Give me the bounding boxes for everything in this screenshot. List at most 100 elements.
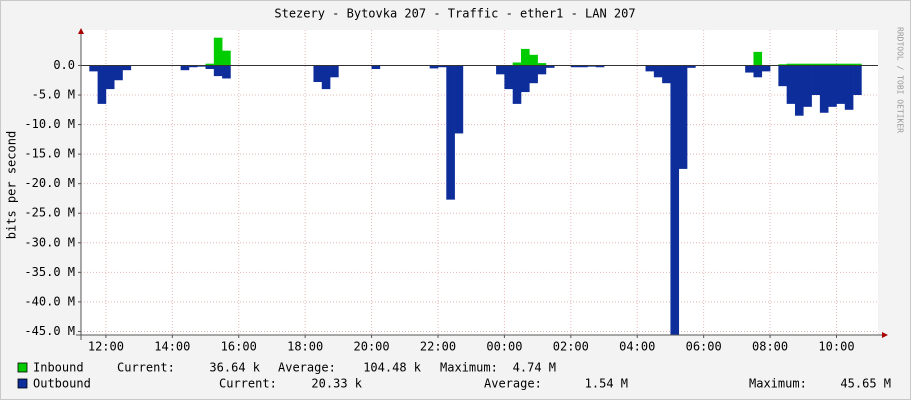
legend-stat-value: 45.65 M [840,377,891,391]
legend-stat-label: Current: [117,361,175,375]
area-step [645,65,655,72]
legend-stat-label: Maximum: [440,361,498,375]
area-step [745,65,754,73]
area-step [844,65,854,110]
area-step [521,65,530,93]
legend-stat-label: Average: [278,361,336,375]
area-step [761,65,771,72]
y-tick-label: -15.0 M [24,147,75,161]
area-step [570,65,580,68]
x-tick-label: 10:00 [818,340,854,354]
area-step [794,63,804,66]
x-arrow [882,332,888,338]
area-step [794,65,804,116]
legend-stat-value: 36.64 k [209,361,260,375]
area-step [180,65,190,71]
x-tick-label: 02:00 [553,340,589,354]
area-step [803,65,812,107]
area-step [853,63,862,66]
chart-title: Stezery - Bytovka 207 - Traffic - ether1… [274,7,635,21]
area-step [222,65,231,79]
x-tick-label: 20:00 [354,340,390,354]
area-step [786,65,796,104]
legend-stat-label: Current: [219,377,277,391]
area-step [836,65,846,104]
x-tick-label: 08:00 [752,340,788,354]
area-step [321,65,331,90]
legend-stat-value: 4.74 M [513,361,556,375]
area-step [778,65,787,87]
area-step [753,51,763,66]
area-step [853,65,862,96]
legend-stat-value: 20.33 k [311,377,362,391]
area-step [213,37,223,66]
y-tick-label: -30.0 M [24,235,75,249]
legend-label: Outbound [33,377,91,391]
area-step [429,65,439,69]
area-step [122,65,132,71]
area-step [371,65,381,70]
area-step [454,65,464,134]
area-step [105,65,115,90]
area-step [197,65,206,67]
area-step [595,65,605,68]
area-step [437,65,447,68]
area-step [844,63,854,66]
area-step [205,65,215,70]
area-step [678,65,688,169]
area-step [811,63,821,66]
watermark: RRDTOOL / TOBI OETIKER [896,27,905,133]
y-tick-label: 0.0 [53,58,75,72]
x-tick-label: 12:00 [88,340,124,354]
area-step [819,65,829,113]
area-step [687,65,696,68]
y-tick-label: -25.0 M [24,206,75,220]
area-step [778,64,787,66]
area-step [222,50,231,66]
area-step [662,65,671,84]
area-step [213,65,223,77]
y-tick-label: -10.0 M [24,117,75,131]
area-step [653,65,663,78]
area-step [313,65,323,83]
y-tick-label: -5.0 M [32,88,75,102]
marks [81,37,878,335]
area-step [529,65,538,84]
area-step [496,65,505,75]
legend-stat-value: 104.48 k [363,361,422,375]
legend-swatch [17,362,28,373]
legend-stat-label: Maximum: [749,377,807,391]
legend-stat-value: 1.54 M [585,377,628,391]
area-step [97,65,107,104]
legend-label: Inbound [33,361,84,375]
area-step [836,63,846,66]
area-step [537,65,547,75]
area-step [828,65,837,107]
labels: 0.0 -5.0 M -10.0 M -15.0 M -20.0 M -25.0 M -30… [17,58,891,391]
area-step [89,65,98,72]
legend-swatch [17,378,28,389]
y-tick-label: -40.0 M [24,294,75,308]
area-step [114,65,123,81]
x-tick-label: 06:00 [686,340,722,354]
area-step [670,65,680,335]
area-step [529,54,538,66]
area-step [753,65,763,78]
area-step [819,63,829,66]
area-step [446,65,455,200]
area-step [579,65,588,68]
legend-stat-label: Average: [484,377,542,391]
x-tick-label: 18:00 [287,340,323,354]
area-step [811,65,821,96]
area-step [828,63,837,66]
x-tick-label: 14:00 [154,340,190,354]
area-step [188,65,198,68]
x-tick-label: 16:00 [221,340,257,354]
area-step [512,62,522,66]
area-step [803,63,812,66]
y-tick-label: -35.0 M [24,265,75,279]
plot-area [81,30,878,335]
area-step [512,65,522,104]
y-tick-label: -45.0 M [24,324,75,338]
